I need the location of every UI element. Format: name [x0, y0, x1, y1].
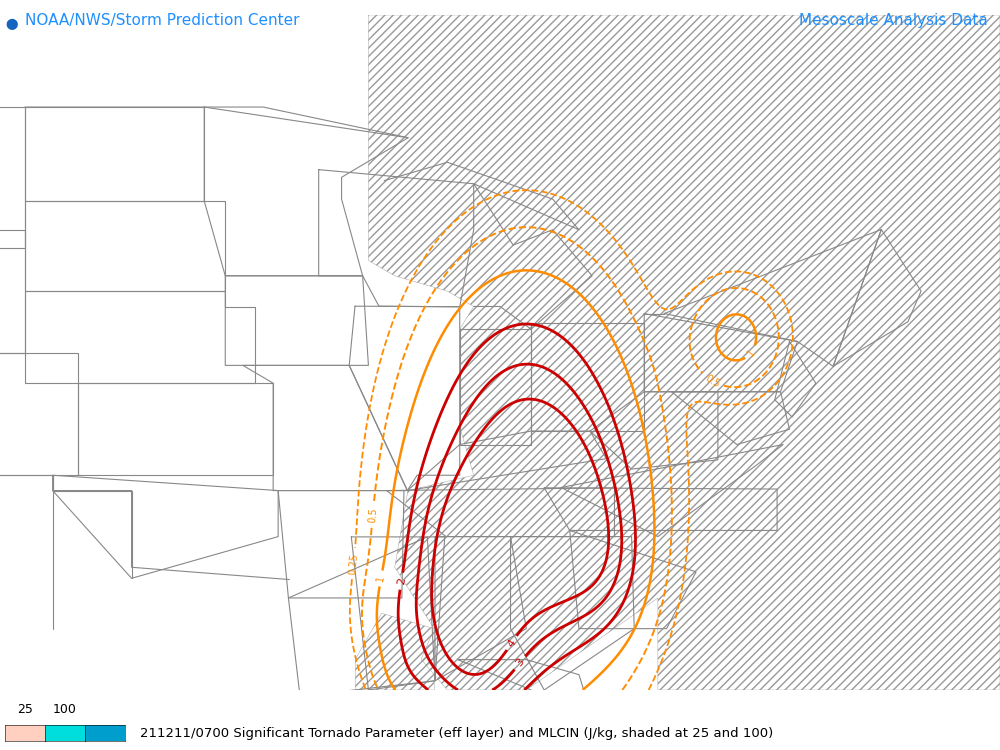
Text: 1: 1 — [745, 347, 757, 358]
Text: 0.5: 0.5 — [703, 373, 722, 389]
Text: 100: 100 — [53, 704, 77, 716]
Text: 25: 25 — [17, 704, 33, 716]
Text: NOAA/NWS/Storm Prediction Center: NOAA/NWS/Storm Prediction Center — [25, 13, 300, 28]
Text: 0.5: 0.5 — [367, 507, 378, 524]
Text: 3: 3 — [514, 657, 526, 669]
Text: 4: 4 — [506, 638, 518, 649]
Text: 2: 2 — [396, 577, 407, 586]
Text: 0.25: 0.25 — [348, 552, 360, 574]
Text: 211211/0700 Significant Tornado Parameter (eff layer) and MLCIN (J/kg, shaded at: 211211/0700 Significant Tornado Paramete… — [140, 727, 773, 740]
Text: Mesoscale Analysis Data: Mesoscale Analysis Data — [799, 13, 988, 28]
Text: 1: 1 — [376, 574, 386, 583]
Text: ⬤: ⬤ — [5, 19, 18, 30]
